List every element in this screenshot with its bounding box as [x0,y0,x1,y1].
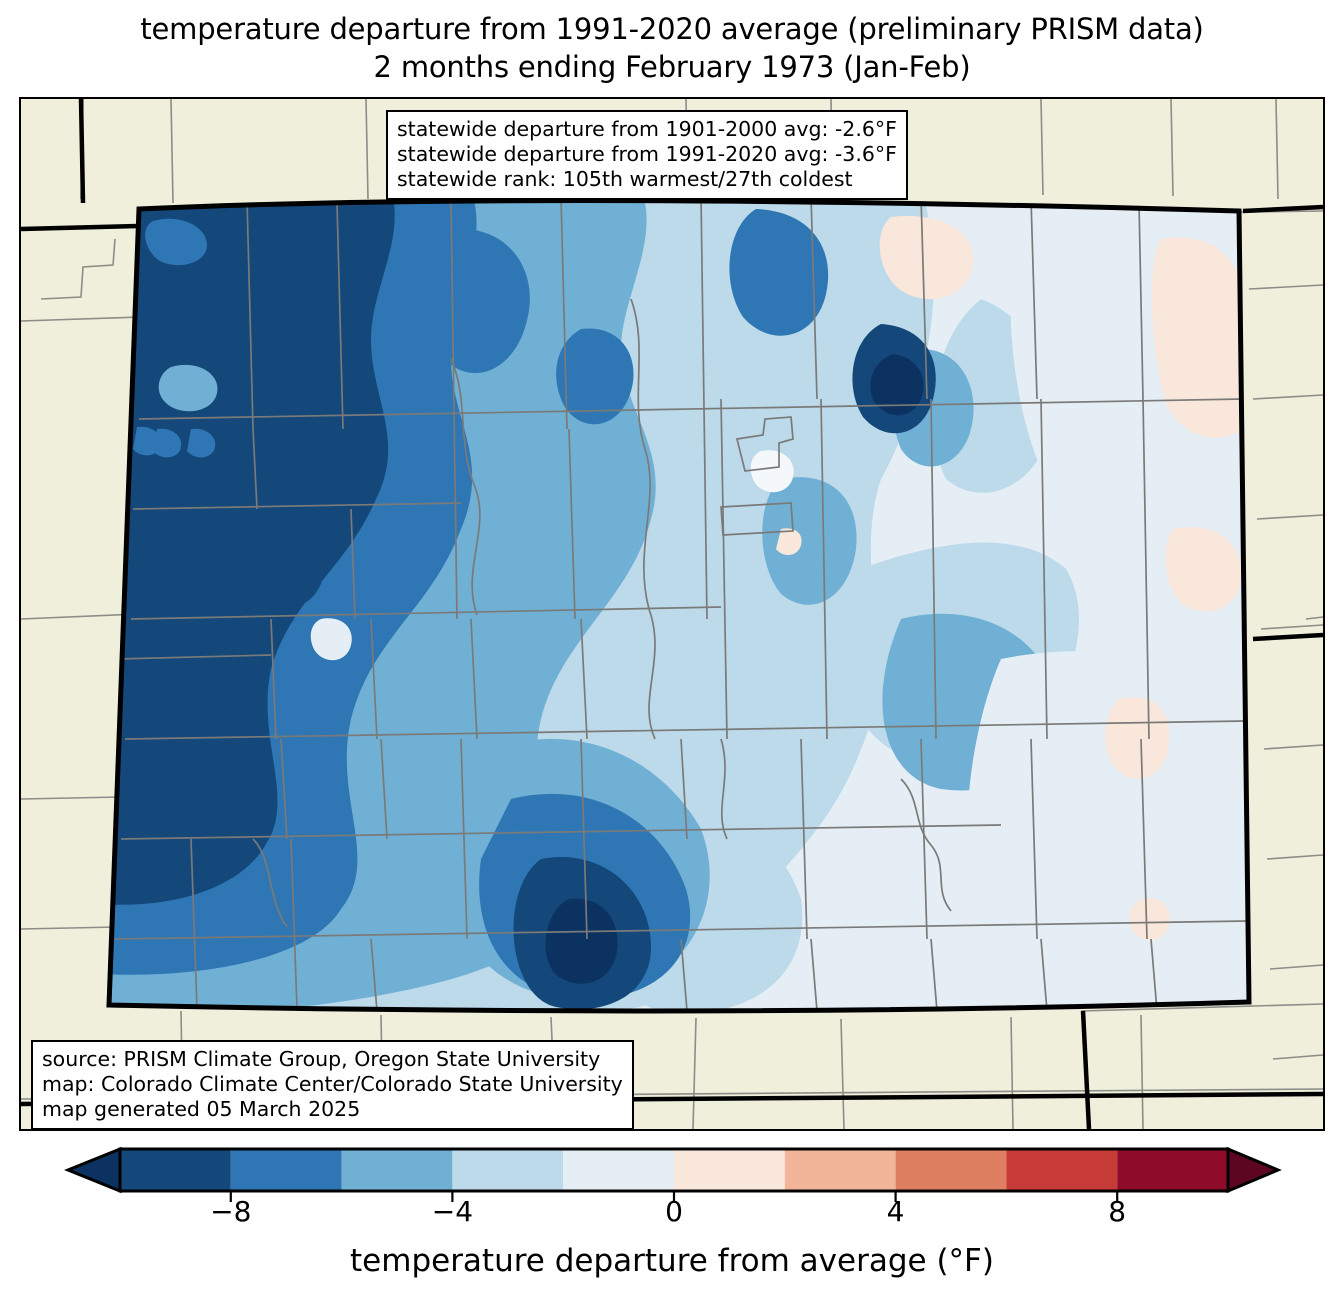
stats-line-departure-1991-2020: statewide departure from 1991-2020 avg: … [397,142,897,166]
page-title: temperature departure from 1991-2020 ave… [0,10,1344,86]
colorbar-band-3 [452,1149,564,1191]
map-canvas[interactable] [19,97,1325,1131]
source-line-generated: map generated 05 March 2025 [42,1097,361,1121]
county-boundaries [114,200,1248,1011]
colorbar-tick-label-3: 4 [886,1195,905,1228]
colorbar-band-7 [895,1149,1007,1191]
source-credit-box: source: PRISM Climate Group, Oregon Stat… [31,1040,634,1130]
colorbar-tick-labels: −8 −4 0 4 8 [0,1195,1344,1237]
colorbar-over-cap [1226,1146,1282,1194]
colorado-temperature-departure-map [21,99,1323,1129]
source-line-map: map: Colorado Climate Center/Colorado St… [42,1072,623,1096]
colorbar-band-6 [784,1149,896,1191]
colorbar-axis-label: temperature departure from average (°F) [350,1243,994,1279]
colorbar-swatches [63,1146,1282,1202]
colorbar-under-cap [63,1146,122,1194]
colorbar-band-9 [1117,1149,1228,1191]
title-line-1: temperature departure from 1991-2020 ave… [140,12,1204,46]
stats-line-departure-1901-2000: statewide departure from 1901-2000 avg: … [397,117,897,141]
colorbar-tick-label-2: 0 [665,1195,683,1228]
colorbar-band-5 [674,1149,785,1191]
colorado-state-border [106,198,1252,1014]
colorbar-band-1 [230,1149,342,1191]
colorbar-band-0 [120,1149,231,1191]
source-line-data: source: PRISM Climate Group, Oregon Stat… [42,1047,601,1071]
colorbar-tick-label-1: −4 [431,1195,474,1228]
colorbar-band-4 [563,1149,674,1191]
colorbar-band-2 [341,1149,453,1191]
colorbar-tick-label-4: 8 [1108,1195,1127,1228]
title-line-2: 2 months ending February 1973 (Jan-Feb) [373,50,971,84]
colorbar[interactable] [0,1143,1344,1203]
colorbar-tick-label-0: −8 [210,1195,252,1228]
statewide-stats-box: statewide departure from 1901-2000 avg: … [386,110,908,200]
stats-line-rank: statewide rank: 105th warmest/27th colde… [397,167,853,191]
colorbar-band-8 [1006,1149,1118,1191]
temperature-departure-field [109,200,1249,1011]
